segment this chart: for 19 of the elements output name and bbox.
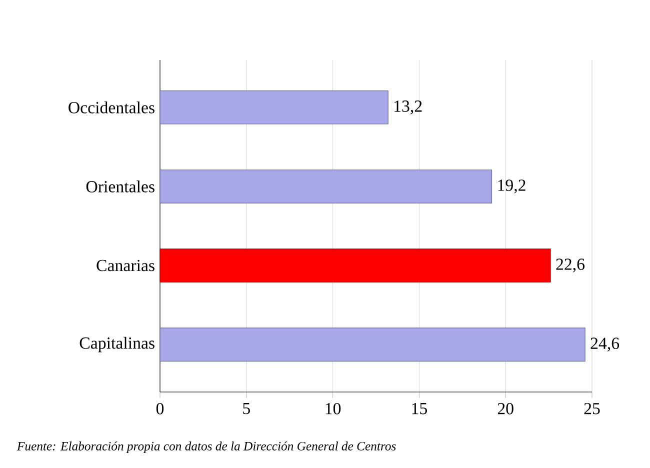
bar [160,90,388,124]
y-tick-label: Capitalinas [80,336,154,352]
data-label: 13,2 [394,100,422,114]
bar [160,170,492,204]
x-tick-label: 20 [498,402,514,414]
data-label: 22,6 [556,258,585,272]
source-note: Fuente: Elaboración propia con datos de la Dirección General de Centros [16,442,396,454]
y-tick-label: Orientales [86,180,154,192]
data-label: 24,6 [590,338,620,352]
y-tick-label: Occidentales [68,101,154,114]
x-tick-label: 10 [326,402,341,414]
x-tick-label: 5 [243,402,250,414]
x-tick-label: 25 [584,402,600,414]
y-tick-label: Canarias [96,260,154,272]
x-tick-label: 15 [412,402,427,414]
bar [160,248,551,282]
data-label: 19,2 [498,180,526,194]
bar [160,328,586,362]
x-tick-label: 0 [156,402,164,414]
